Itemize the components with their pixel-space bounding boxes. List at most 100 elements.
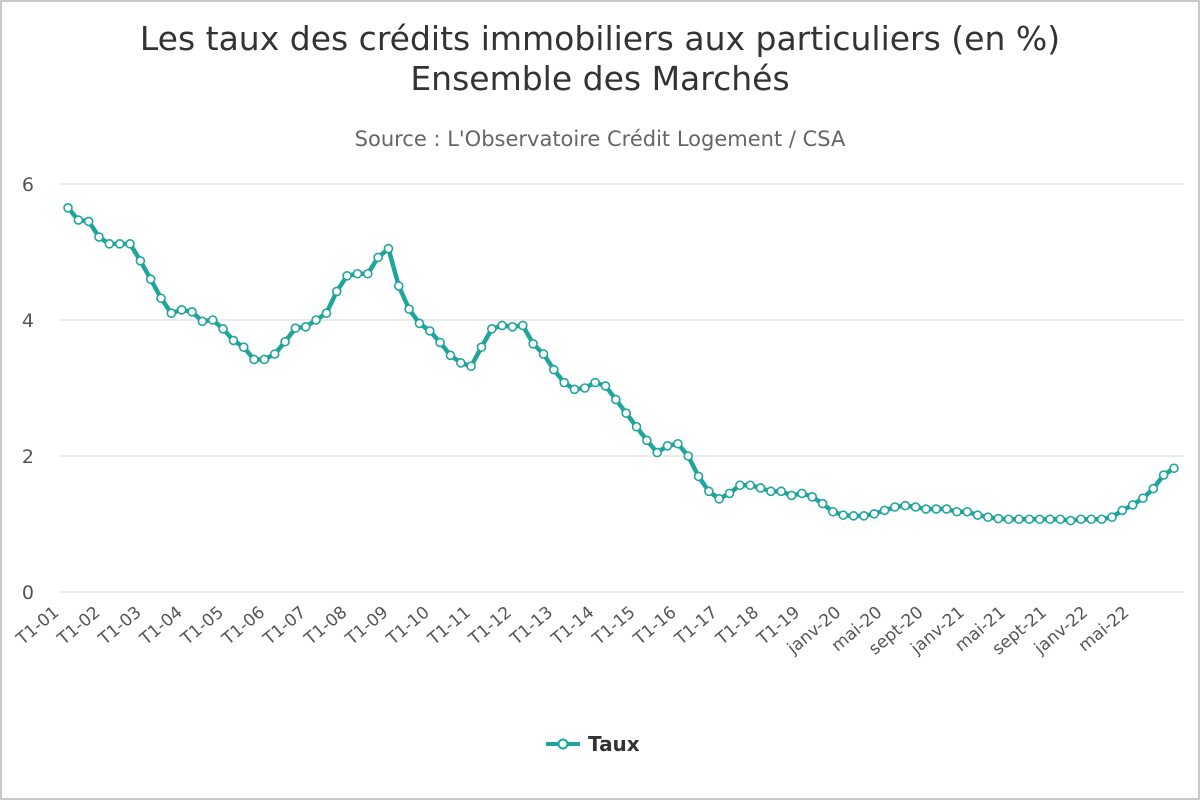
data-point[interactable]: [724, 488, 735, 499]
data-point[interactable]: [1107, 512, 1117, 523]
data-point[interactable]: [166, 308, 177, 319]
data-point[interactable]: [652, 447, 662, 458]
data-point[interactable]: [424, 326, 435, 336]
data-point[interactable]: [828, 506, 838, 517]
data-point[interactable]: [486, 324, 497, 334]
data-point[interactable]: [290, 323, 301, 333]
data-point[interactable]: [393, 281, 404, 291]
data-point[interactable]: [786, 490, 797, 501]
data-point[interactable]: [1065, 515, 1076, 526]
data-point[interactable]: [1169, 463, 1179, 474]
data-point[interactable]: [1127, 500, 1138, 510]
data-point[interactable]: [941, 504, 952, 514]
data-point[interactable]: [83, 216, 94, 227]
data-point[interactable]: [972, 510, 983, 520]
data-point[interactable]: [517, 320, 528, 331]
data-point[interactable]: [693, 471, 704, 482]
data-point[interactable]: [497, 320, 507, 331]
data-point[interactable]: [735, 480, 745, 491]
data-point[interactable]: [1045, 514, 1055, 525]
data-point[interactable]: [807, 491, 818, 502]
data-point[interactable]: [1003, 514, 1014, 525]
data-point[interactable]: [259, 354, 270, 365]
data-point[interactable]: [755, 483, 766, 493]
data-point[interactable]: [549, 364, 559, 375]
data-point[interactable]: [218, 324, 228, 334]
data-point[interactable]: [797, 488, 807, 499]
data-point[interactable]: [921, 504, 931, 514]
data-point[interactable]: [590, 377, 600, 388]
data-point[interactable]: [931, 504, 942, 514]
data-point[interactable]: [745, 480, 756, 491]
data-point[interactable]: [156, 293, 166, 304]
data-point[interactable]: [714, 494, 725, 504]
data-point[interactable]: [600, 381, 611, 391]
data-point[interactable]: [673, 438, 683, 449]
data-point[interactable]: [817, 498, 828, 509]
data-point[interactable]: [207, 315, 218, 325]
data-point[interactable]: [993, 513, 1004, 524]
data-point[interactable]: [704, 486, 714, 497]
data-point[interactable]: [300, 321, 311, 332]
data-point[interactable]: [145, 274, 156, 285]
data-point[interactable]: [580, 383, 590, 393]
data-point[interactable]: [1096, 514, 1107, 525]
data-point[interactable]: [859, 511, 869, 521]
data-point[interactable]: [352, 268, 363, 279]
data-point[interactable]: [135, 256, 146, 266]
data-point[interactable]: [342, 270, 352, 281]
data-point[interactable]: [94, 232, 104, 242]
data-point[interactable]: [383, 243, 394, 254]
data-point[interactable]: [983, 512, 993, 523]
data-point[interactable]: [445, 350, 456, 361]
data-point[interactable]: [197, 316, 208, 327]
data-point[interactable]: [879, 505, 890, 516]
data-point[interactable]: [249, 354, 259, 365]
data-point[interactable]: [528, 338, 538, 349]
data-point[interactable]: [1086, 514, 1097, 525]
data-point[interactable]: [476, 342, 487, 353]
data-point[interactable]: [910, 502, 921, 512]
data-point[interactable]: [662, 440, 673, 451]
legend[interactable]: Taux: [546, 732, 640, 756]
data-point[interactable]: [435, 337, 445, 348]
data-point[interactable]: [642, 435, 652, 446]
data-point[interactable]: [125, 239, 135, 249]
data-point[interactable]: [1148, 483, 1159, 494]
data-point[interactable]: [507, 321, 518, 332]
data-point[interactable]: [952, 506, 962, 517]
data-point[interactable]: [890, 502, 900, 512]
data-point[interactable]: [611, 394, 621, 405]
data-point[interactable]: [269, 349, 280, 359]
data-point[interactable]: [569, 384, 580, 395]
data-point[interactable]: [1138, 493, 1148, 503]
data-point[interactable]: [373, 252, 383, 263]
data-point[interactable]: [1055, 514, 1066, 525]
data-point[interactable]: [1034, 514, 1045, 525]
data-point[interactable]: [280, 336, 290, 347]
data-point[interactable]: [187, 307, 197, 317]
data-point[interactable]: [538, 349, 549, 359]
data-point[interactable]: [331, 286, 342, 297]
data-point[interactable]: [404, 304, 414, 314]
data-point[interactable]: [848, 511, 859, 521]
data-point[interactable]: [838, 510, 849, 520]
data-point[interactable]: [1158, 470, 1169, 480]
data-point[interactable]: [1024, 514, 1035, 525]
data-point[interactable]: [631, 421, 642, 432]
data-point[interactable]: [1014, 514, 1024, 525]
data-point[interactable]: [869, 508, 880, 519]
data-point[interactable]: [455, 358, 466, 368]
data-point[interactable]: [900, 500, 911, 511]
data-point[interactable]: [362, 268, 373, 279]
data-point[interactable]: [766, 486, 776, 497]
data-point[interactable]: [683, 451, 693, 461]
data-point[interactable]: [466, 361, 476, 372]
data-point[interactable]: [621, 408, 631, 418]
data-point[interactable]: [176, 304, 187, 315]
data-point[interactable]: [559, 377, 569, 388]
data-point[interactable]: [414, 318, 425, 329]
data-point[interactable]: [73, 215, 84, 225]
data-point[interactable]: [321, 308, 332, 319]
data-point[interactable]: [776, 486, 787, 497]
